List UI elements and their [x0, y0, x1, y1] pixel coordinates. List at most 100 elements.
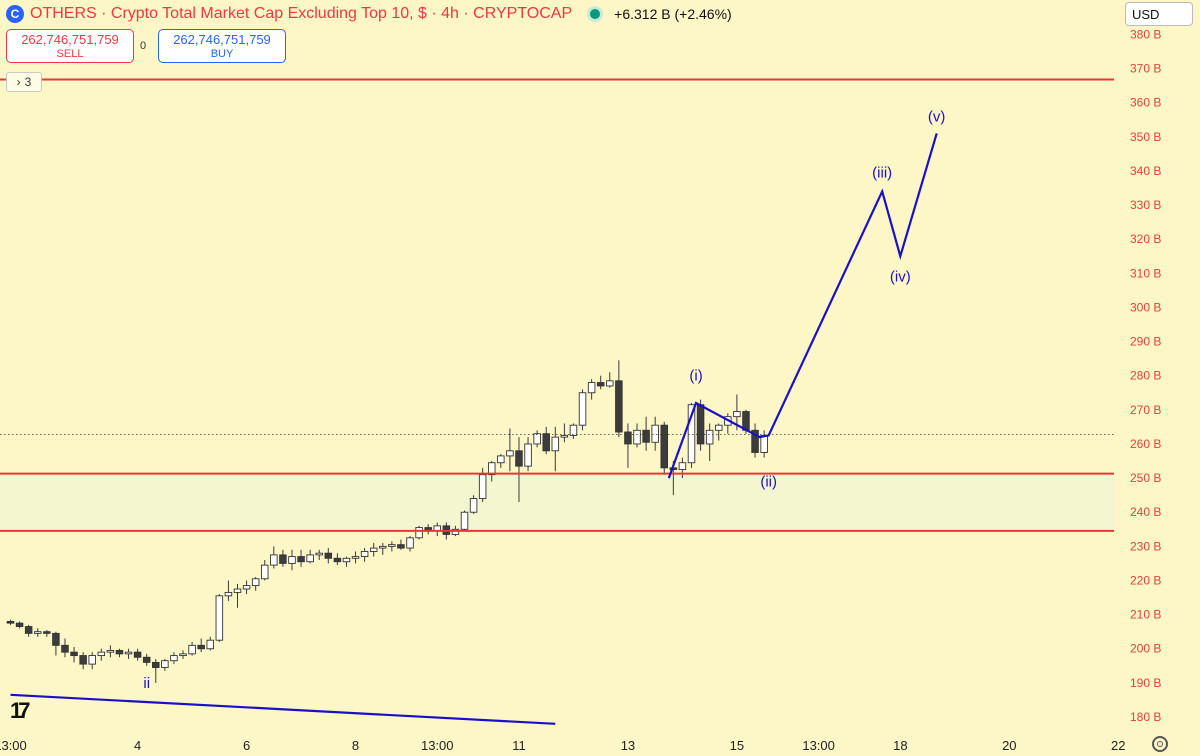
candle[interactable]	[560, 423, 569, 443]
candle-body	[170, 655, 178, 662]
candle[interactable]	[279, 549, 287, 567]
candle-body	[251, 578, 260, 587]
candle[interactable]	[642, 416, 650, 451]
candle-body	[24, 626, 33, 634]
candle[interactable]	[188, 641, 196, 656]
candle[interactable]	[206, 636, 215, 651]
candle[interactable]	[324, 548, 333, 564]
candle-body	[360, 551, 369, 558]
candle[interactable]	[342, 556, 351, 567]
candle[interactable]	[306, 549, 314, 564]
candle[interactable]	[351, 551, 360, 564]
sell-button[interactable]: 262,746,751,759 SELL	[6, 29, 134, 63]
currency-select[interactable]: USD	[1125, 2, 1193, 26]
candle[interactable]	[406, 536, 414, 552]
candle[interactable]	[596, 375, 605, 390]
wave-label[interactable]: (v)	[928, 108, 946, 125]
candle[interactable]	[578, 389, 587, 431]
candle[interactable]	[524, 437, 532, 472]
candle[interactable]	[705, 423, 714, 462]
candle[interactable]	[651, 416, 659, 451]
candle[interactable]	[70, 647, 78, 663]
candle[interactable]	[124, 648, 133, 659]
price-axis[interactable]	[1114, 0, 1200, 736]
candle[interactable]	[615, 360, 623, 438]
candle-body	[342, 557, 351, 563]
y-tick-label: 330 B	[1130, 198, 1161, 212]
wave-label[interactable]: (iv)	[890, 269, 911, 286]
candle[interactable]	[724, 413, 732, 434]
candle[interactable]	[15, 621, 24, 629]
candle[interactable]	[497, 454, 505, 468]
candle[interactable]	[714, 423, 723, 441]
candle[interactable]	[197, 638, 205, 653]
wave-label[interactable]: (iii)	[872, 165, 892, 182]
candle[interactable]	[52, 631, 60, 656]
candle[interactable]	[170, 652, 178, 665]
candle[interactable]	[270, 546, 278, 569]
wave-label[interactable]: (ii)	[760, 474, 777, 491]
candle[interactable]	[333, 553, 342, 566]
candle[interactable]	[33, 628, 42, 637]
candle[interactable]	[215, 594, 224, 642]
candle[interactable]	[224, 580, 233, 601]
candle[interactable]	[469, 495, 478, 514]
candle[interactable]	[751, 423, 759, 458]
candle[interactable]	[251, 577, 260, 591]
candle[interactable]	[97, 648, 106, 661]
candle[interactable]	[415, 525, 423, 540]
candle[interactable]	[260, 560, 269, 581]
trend-line[interactable]	[10, 693, 556, 725]
candle[interactable]	[569, 423, 578, 439]
candle[interactable]	[587, 379, 596, 400]
candle[interactable]	[606, 372, 614, 388]
candle[interactable]	[388, 541, 396, 552]
candle[interactable]	[106, 645, 115, 658]
symbol-name[interactable]: OTHERS	[30, 5, 97, 22]
candle[interactable]	[533, 430, 541, 448]
candle[interactable]	[624, 423, 632, 468]
wave-label[interactable]: ii	[143, 675, 150, 692]
candle[interactable]	[315, 549, 323, 561]
candle-body	[215, 595, 224, 641]
candle[interactable]	[43, 629, 51, 637]
candle[interactable]	[142, 653, 151, 666]
candle[interactable]	[660, 421, 669, 475]
candle[interactable]	[397, 539, 405, 550]
price-change: +6.312 B (+2.46%)	[614, 6, 732, 22]
elliott-wave-path[interactable]	[667, 133, 938, 479]
candle[interactable]	[152, 658, 160, 683]
candle[interactable]	[360, 548, 369, 562]
candle-body	[297, 556, 305, 563]
candle[interactable]	[515, 437, 523, 502]
candle[interactable]	[551, 426, 560, 472]
candle[interactable]	[115, 648, 124, 658]
candle[interactable]	[24, 624, 33, 637]
candle[interactable]	[179, 650, 187, 659]
candle[interactable]	[506, 428, 514, 472]
candle[interactable]	[61, 638, 69, 658]
candle-body	[714, 424, 723, 431]
time-axis[interactable]	[0, 734, 1114, 756]
candle[interactable]	[6, 619, 15, 625]
buy-button[interactable]: 262,746,751,759 BUY	[158, 29, 286, 63]
candle[interactable]	[288, 549, 296, 571]
candle[interactable]	[79, 652, 87, 670]
y-tick-label: 310 B	[1130, 266, 1161, 280]
candle[interactable]	[233, 583, 242, 608]
candle[interactable]	[297, 549, 305, 567]
wave-label[interactable]: (i)	[689, 368, 702, 385]
candle[interactable]	[633, 423, 641, 448]
candle[interactable]	[369, 542, 378, 557]
candle[interactable]	[161, 658, 169, 671]
settings-gear-icon[interactable]	[1152, 736, 1168, 752]
candle[interactable]	[379, 542, 387, 555]
candle[interactable]	[542, 426, 550, 455]
candle[interactable]	[88, 652, 96, 670]
candle[interactable]	[133, 648, 142, 661]
candle[interactable]	[460, 510, 469, 531]
indicators-toggle-button[interactable]: › 3	[6, 72, 42, 92]
candle-body	[469, 498, 478, 513]
candle[interactable]	[242, 580, 251, 595]
